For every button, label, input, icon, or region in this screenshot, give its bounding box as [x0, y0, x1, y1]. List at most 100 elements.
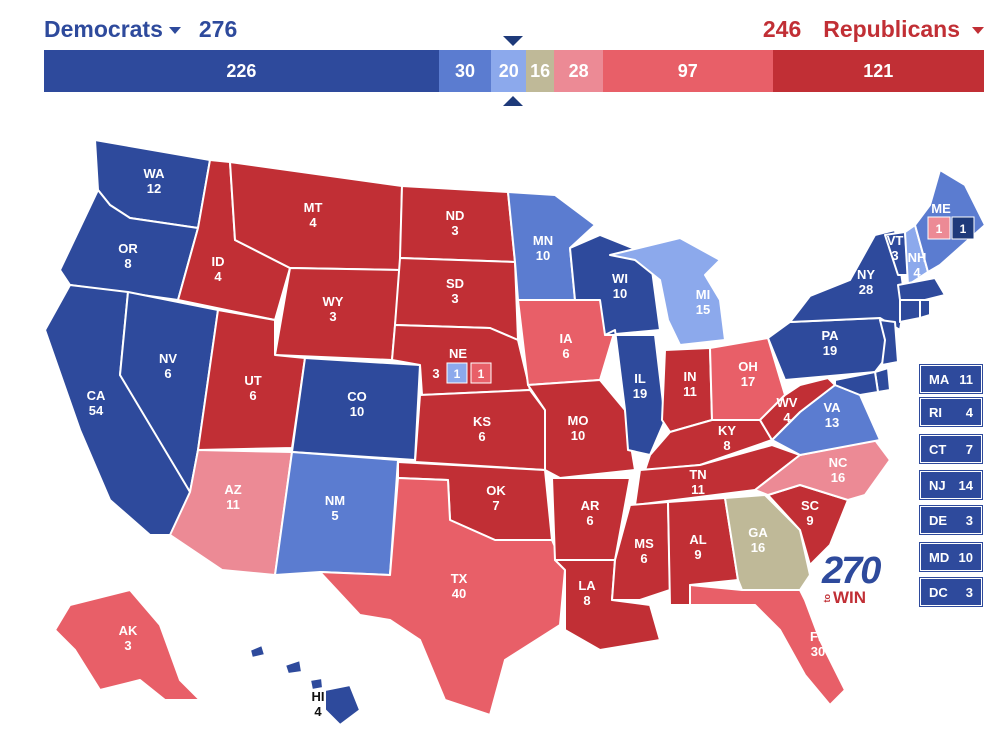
svg-text:VT3: VT 3 — [887, 233, 904, 263]
state-label-abbr: GA — [748, 525, 768, 540]
chevron-down-icon[interactable] — [168, 27, 181, 35]
state-mo[interactable] — [527, 379, 636, 479]
electoral-vote-bar: 226 30 20 16 28 97 121 — [44, 50, 984, 92]
state-label-ev: 6 — [586, 513, 593, 528]
small-state-ma[interactable]: MA 11 — [919, 364, 983, 394]
bar-segment-lean-dem: 20 — [491, 50, 527, 92]
svg-text:WY3: WY 3 — [323, 294, 344, 324]
state-label-ev: 54 — [89, 403, 104, 418]
state-label-abbr: WV — [777, 395, 798, 410]
svg-text:NV6: NV 6 — [159, 351, 177, 381]
state-nj-shape[interactable] — [879, 319, 899, 366]
small-state-ev: 3 — [965, 584, 973, 600]
democrats-dropdown[interactable]: Democrats — [44, 16, 163, 42]
state-label-abbr: NY — [857, 267, 875, 282]
svg-text:SD3: SD 3 — [446, 276, 464, 306]
state-label-abbr: MO — [568, 413, 589, 428]
small-state-abbr: RI — [929, 404, 942, 420]
state-label-abbr: VT — [887, 233, 904, 248]
state-label-abbr: KS — [473, 414, 491, 429]
ne-district-1-box[interactable] — [446, 362, 468, 384]
state-label-abbr: LA — [578, 578, 596, 593]
nebraska-split: 3 1 1 — [432, 362, 492, 384]
republicans-header: 246 Republicans — [763, 16, 984, 43]
state-fl[interactable] — [689, 584, 846, 706]
state-mi[interactable] — [609, 237, 726, 346]
svg-text:AK3: AK 3 — [119, 623, 138, 653]
state-label-abbr: IL — [634, 371, 646, 386]
small-state-abbr: DC — [929, 584, 948, 600]
state-label-ev: 28 — [859, 282, 873, 297]
state-label-ev: 8 — [124, 256, 131, 271]
small-state-ev: 11 — [959, 371, 973, 387]
state-ri-shape[interactable] — [919, 299, 931, 319]
state-label-ev: 3 — [451, 291, 458, 306]
state-label-ev: 3 — [451, 223, 458, 238]
small-state-nj[interactable]: NJ 14 — [919, 470, 983, 500]
state-label-abbr: AR — [581, 498, 600, 513]
small-state-md[interactable]: MD 10 — [919, 542, 983, 572]
state-label-ev: 10 — [613, 286, 627, 301]
small-state-abbr: CT — [929, 441, 947, 457]
state-label-ev: 17 — [741, 374, 755, 389]
republicans-dropdown[interactable]: Republicans — [823, 16, 960, 42]
state-label-abbr: NH — [908, 250, 927, 265]
state-label-ev: 30 — [811, 644, 825, 659]
state-label-ev: 8 — [723, 438, 730, 453]
state-label-abbr: MS — [634, 536, 654, 551]
state-label-abbr: AZ — [224, 482, 241, 497]
state-tx[interactable] — [319, 477, 566, 716]
small-state-ri[interactable]: RI 4 — [919, 397, 983, 427]
270towin-logo[interactable]: 270 toWIN — [822, 552, 884, 608]
me-district-1-box[interactable] — [951, 216, 975, 240]
small-state-dc[interactable]: DC 3 — [919, 577, 983, 607]
bar-segment-tossup: 16 — [526, 50, 555, 92]
state-label-abbr: CO — [347, 389, 367, 404]
chevron-down-icon[interactable] — [972, 27, 984, 35]
small-state-ct[interactable]: CT 7 — [919, 434, 983, 464]
state-wv[interactable] — [759, 377, 836, 441]
state-ct-shape[interactable] — [899, 299, 921, 323]
state-label-ev: 11 — [226, 497, 240, 512]
republicans-total: 246 — [762, 16, 802, 42]
state-ma-shape[interactable] — [897, 277, 946, 301]
270-marker-bottom-icon — [503, 96, 523, 106]
ne-district-2-box[interactable] — [470, 362, 492, 384]
svg-text:KY8: KY 8 — [718, 423, 736, 453]
me-district-2-box[interactable] — [927, 216, 951, 240]
small-state-de[interactable]: DE 3 — [919, 505, 983, 535]
democrats-total: 276 — [198, 16, 238, 42]
state-labels: WA 12 OR 8 CA 54 NV 6 ID 4 MT 4 WY 3 UT 6 CO 10 A… — [87, 166, 951, 719]
state-label-ev: 15 — [696, 302, 710, 317]
state-label-ev: 10 — [571, 428, 585, 443]
state-il[interactable] — [604, 329, 666, 456]
state-label-abbr: MI — [696, 287, 710, 302]
state-hi[interactable] — [249, 644, 361, 726]
bar-segment-likely-rep: 97 — [603, 50, 773, 92]
state-wy[interactable] — [274, 267, 401, 361]
state-label-ev: 13 — [825, 415, 839, 430]
state-ak[interactable] — [54, 589, 201, 701]
state-label-abbr: UT — [244, 373, 261, 388]
state-md-shape[interactable] — [834, 371, 879, 396]
state-label-ev: 6 — [562, 346, 569, 361]
state-label-abbr: WY — [323, 294, 344, 309]
state-label-ev: 7 — [492, 498, 499, 513]
logo-number: 270 — [822, 550, 881, 592]
state-label-ev: 6 — [249, 388, 256, 403]
state-label-abbr: IN — [684, 369, 697, 384]
state-label-ev: 12 — [147, 181, 161, 196]
state-label-abbr: ME — [931, 201, 951, 216]
svg-text:NM5: NM 5 — [325, 493, 345, 523]
